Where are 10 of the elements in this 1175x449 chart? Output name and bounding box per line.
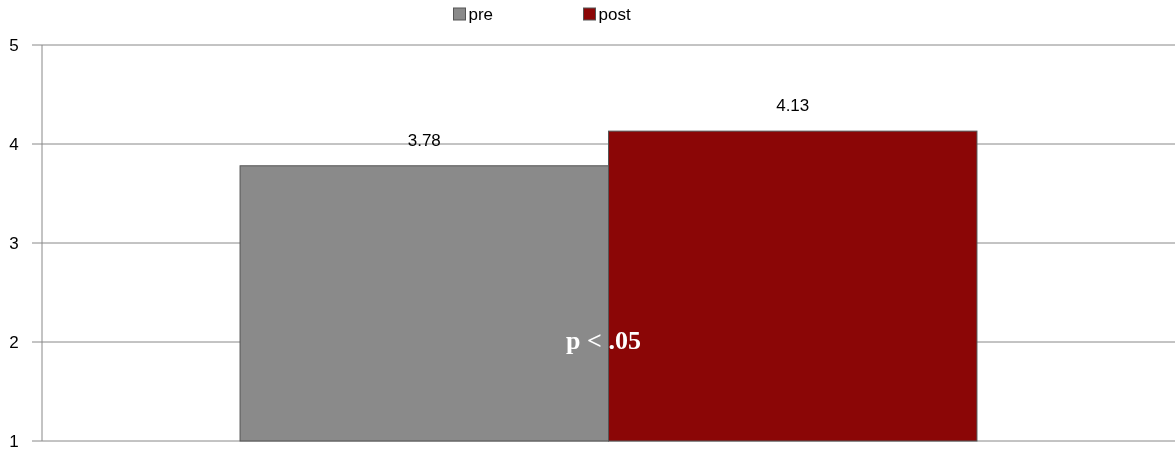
legend-label: post — [598, 5, 631, 24]
annotation: p < .05 — [566, 326, 641, 355]
data-label: 4.13 — [776, 96, 810, 116]
y-tick-label: 1 — [9, 431, 19, 449]
y-tick-label: 4 — [9, 134, 19, 154]
y-tick-label: 5 — [9, 35, 19, 55]
y-tick-label: 2 — [9, 332, 19, 352]
data-label: 3.78 — [407, 130, 441, 150]
y-tick-label: 3 — [9, 233, 19, 253]
legend-label: pre — [468, 5, 494, 24]
